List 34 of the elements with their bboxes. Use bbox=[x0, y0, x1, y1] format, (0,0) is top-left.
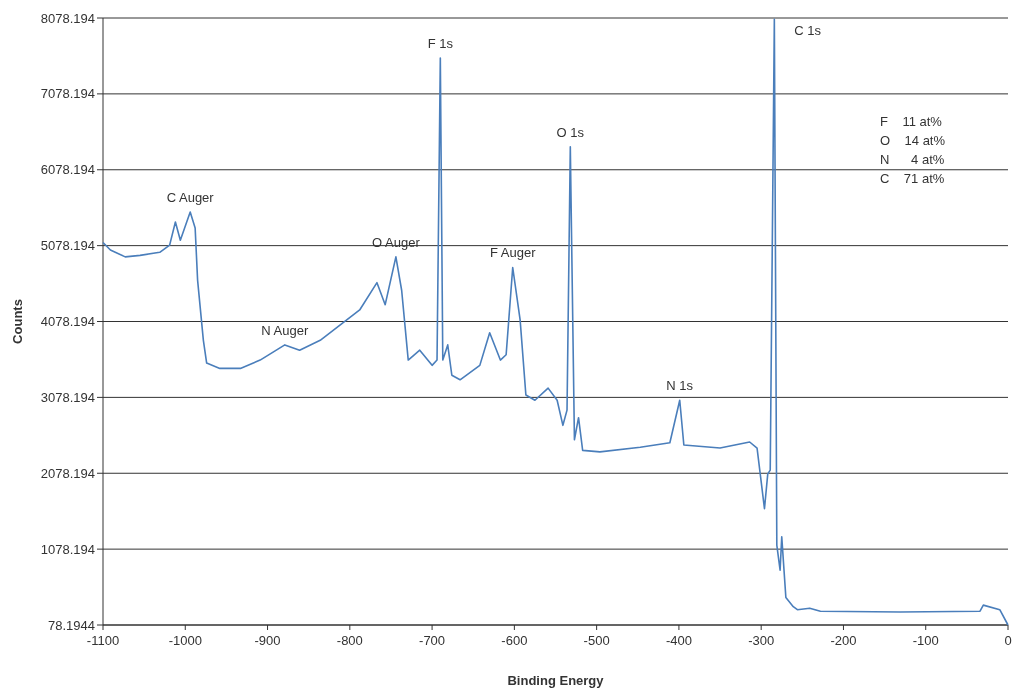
y-tick-label: 78.1944 bbox=[48, 617, 95, 633]
y-tick-label: 5078.194 bbox=[40, 238, 95, 254]
annotation: C Auger bbox=[166, 190, 215, 206]
x-axis-title: Binding Energy bbox=[507, 673, 605, 688]
annotation: N Auger bbox=[261, 322, 309, 338]
y-axis-title: Counts bbox=[10, 299, 25, 344]
annotation: N 4 at% bbox=[880, 152, 945, 167]
x-tick-label: -200 bbox=[830, 633, 857, 648]
y-tick-label: 4078.194 bbox=[40, 314, 95, 330]
y-tick-label: 6078.194 bbox=[40, 162, 95, 178]
y-tick-label: 7078.194 bbox=[40, 86, 95, 102]
x-tick-label: -900 bbox=[254, 633, 281, 648]
x-tick-label: -300 bbox=[748, 633, 775, 648]
x-tick-label: -1100 bbox=[86, 633, 120, 648]
x-tick-label: -400 bbox=[665, 633, 692, 648]
x-tick-label: 0 bbox=[1004, 633, 1012, 648]
annotation: F 1s bbox=[427, 36, 454, 52]
y-tick-label: 2078.194 bbox=[40, 465, 95, 481]
annotation: F 11 at% bbox=[880, 114, 943, 129]
x-tick-label: -100 bbox=[912, 633, 939, 648]
y-tick-label: 3078.194 bbox=[40, 389, 95, 405]
annotation: O 1s bbox=[556, 124, 585, 140]
annotation: O 14 at% bbox=[880, 133, 946, 148]
x-tick-label: -800 bbox=[336, 633, 363, 648]
y-tick-label: 8078.194 bbox=[40, 10, 95, 26]
annotation: N 1s bbox=[666, 378, 694, 394]
x-tick-label: -600 bbox=[501, 633, 528, 648]
annotation: C 71 at% bbox=[880, 171, 945, 186]
y-tick-label: 1078.194 bbox=[40, 541, 95, 557]
x-tick-label: -1000 bbox=[168, 633, 202, 648]
x-tick-label: -700 bbox=[419, 633, 446, 648]
annotation: F Auger bbox=[489, 245, 537, 261]
x-tick-label: -500 bbox=[583, 633, 610, 648]
annotation: C 1s bbox=[794, 23, 822, 39]
